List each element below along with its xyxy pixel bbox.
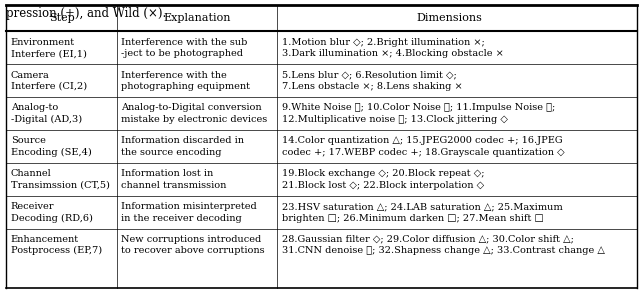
Text: Enhancement
Postprocess (EP,7): Enhancement Postprocess (EP,7) [11,235,102,255]
Text: Step: Step [49,13,74,23]
Text: 5.Lens blur ◇; 6.Resolution limit ◇;
7.Lens obstacle ×; 8.Lens shaking ×: 5.Lens blur ◇; 6.Resolution limit ◇; 7.L… [282,71,463,91]
Text: 14.Color quantization △; 15.JPEG2000 codec +; 16.JPEG
codec +; 17.WEBP codec +; : 14.Color quantization △; 15.JPEG2000 cod… [282,136,564,157]
Text: 1.Motion blur ◇; 2.Bright illumination ×;
3.Dark illumination ×; 4.Blocking obst: 1.Motion blur ◇; 2.Bright illumination ×… [282,38,504,58]
Text: 23.HSV saturation △; 24.LAB saturation △; 25.Maximum
brighten □; 26.Minimum dark: 23.HSV saturation △; 24.LAB saturation △… [282,202,563,222]
Text: 9.White Noise ⋆; 10.Color Noise ⋆; 11.Impulse Noise ⋆;
12.Multiplicative noise ⋆: 9.White Noise ⋆; 10.Color Noise ⋆; 11.Im… [282,103,556,124]
Text: Channel
Transimssion (CT,5): Channel Transimssion (CT,5) [11,169,109,190]
Text: Interference with the
photographing equipment: Interference with the photographing equi… [121,71,250,91]
Text: Receiver
Decoding (RD,6): Receiver Decoding (RD,6) [11,202,93,222]
Text: Interference with the sub
-ject to be photographed: Interference with the sub -ject to be ph… [121,38,248,58]
Text: Information lost in
channel transmission: Information lost in channel transmission [121,169,227,190]
Text: 28.Gaussian filter ◇; 29.Color diffusion △; 30.Color shift △;
31.CNN denoise ⋆; : 28.Gaussian filter ◇; 29.Color diffusion… [282,235,605,255]
Text: Analog-to
-Digital (AD,3): Analog-to -Digital (AD,3) [11,103,82,124]
Text: Information discarded in
the source encoding: Information discarded in the source enco… [121,136,244,157]
Text: Analog-to-Digital conversion
mistake by electronic devices: Analog-to-Digital conversion mistake by … [121,103,268,124]
Text: Camera
Interfere (CI,2): Camera Interfere (CI,2) [11,71,87,91]
Text: Information misinterpreted
in the receiver decoding: Information misinterpreted in the receiv… [121,202,257,222]
Text: New corruptions introduced
to recover above corruptions: New corruptions introduced to recover ab… [121,235,265,255]
Text: Source
Encoding (SE,4): Source Encoding (SE,4) [11,136,92,157]
Text: Dimensions: Dimensions [416,13,482,23]
Text: pression (+), and Wild (×).: pression (+), and Wild (×). [6,7,166,20]
Text: Environment
Interfere (EI,1): Environment Interfere (EI,1) [11,38,87,58]
Text: Explanation: Explanation [163,13,231,23]
Text: 19.Block exchange ◇; 20.Block repeat ◇;
21.Block lost ◇; 22.Block interpolation : 19.Block exchange ◇; 20.Block repeat ◇; … [282,169,484,190]
